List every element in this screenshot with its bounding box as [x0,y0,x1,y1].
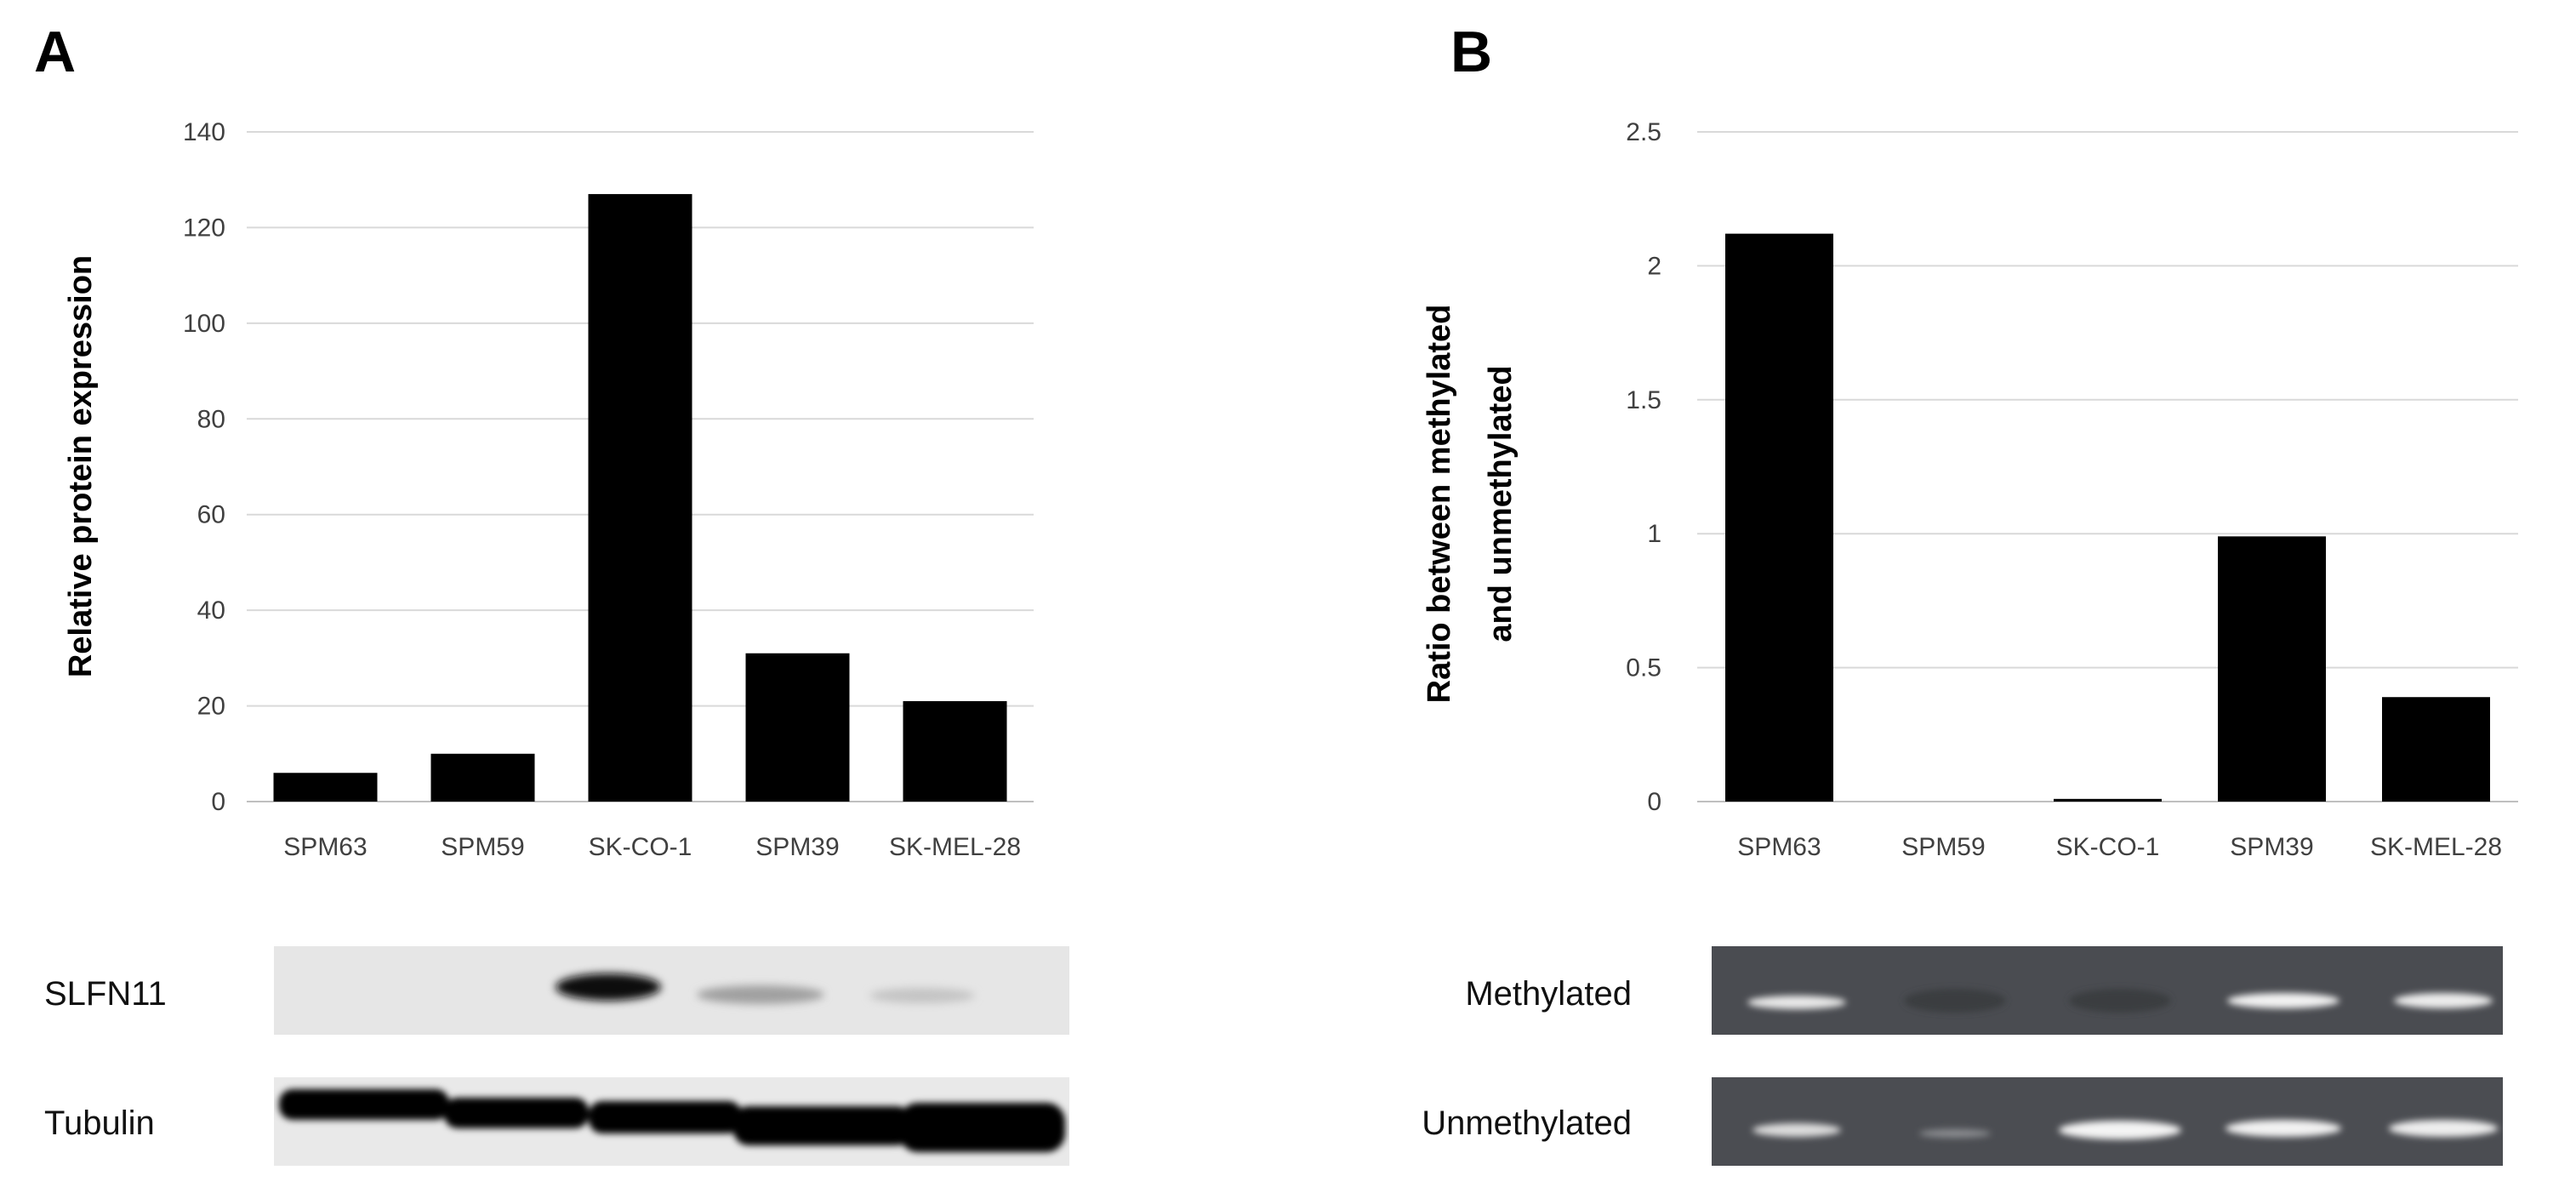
y-axis-title: Relative protein expression [63,255,99,677]
blot-methylated [1712,946,2503,1035]
chart-b: 0 0.5 1 1.5 2 2.5 SPM63 SPM59 SK-CO-1 SPM39 SK-MEL… [1422,118,2518,861]
blot-unmethylated [1712,1077,2503,1166]
y-axis-title: Ratio between methylated and unmethylated [1422,305,1519,704]
panel-b-letter: B [1450,20,1493,84]
y-tick-label: 20 [197,693,225,721]
blot-label-methylated: Methylated [1465,975,1632,1013]
x-tick-label: SK-CO-1 [2056,833,2160,861]
x-tick-label: SK-MEL-28 [889,833,1021,861]
y-axis-title-line: Relative protein expression [63,255,99,677]
blot-slfn11 [274,946,1069,1035]
bar-spm63 [1725,233,1833,802]
x-tick-label: SPM39 [2230,833,2313,861]
x-tick-label: SK-MEL-28 [2370,833,2502,861]
blot-tubulin [274,1077,1069,1166]
y-tick-label: 1 [1647,520,1661,548]
y-tick-label: 60 [197,501,225,529]
x-tick-label: SK-CO-1 [589,833,692,861]
y-tick-label: 80 [197,405,225,433]
bar-sk-mel-28 [903,700,1007,802]
y-tick-label: 0 [1647,788,1661,816]
y-tick-label: 0.5 [1626,654,1661,682]
y-tick-label: 140 [183,118,225,146]
y-tick-label: 2 [1647,252,1661,280]
x-tick-label: SPM39 [755,833,839,861]
y-tick-label: 1.5 [1626,386,1661,414]
blot-label-tubulin: Tubulin [44,1105,155,1142]
y-tick-label: 120 [183,214,225,242]
panel-a-letter: A [34,20,77,84]
y-tick-label: 2.5 [1626,118,1661,146]
bar-sk-mel-28 [2382,697,2490,802]
blot-label-unmethylated: Unmethylated [1422,1105,1632,1142]
bar-spm59 [430,753,535,802]
bar-spm39 [745,653,850,802]
bar-spm63 [273,773,378,802]
y-tick-label: 40 [197,596,225,625]
y-tick-label: 100 [183,310,225,338]
y-tick-label: 0 [211,788,225,816]
x-tick-label: SPM59 [1901,833,1985,861]
chart-a: 0 20 40 60 80 100 120 140 SPM63 SPM59 SK-CO-1 SPM39… [63,118,1034,861]
x-tick-label: SPM63 [1737,833,1821,861]
y-axis-title-line: Ratio between methylated [1422,305,1457,704]
bar-sk-co-1 [2054,798,2162,802]
bar-sk-co-1 [588,194,692,802]
y-axis-title-line: and unmethylated [1483,365,1519,642]
x-tick-label: SPM59 [441,833,524,861]
x-tick-label: SPM63 [283,833,367,861]
blot-label-slfn11: SLFN11 [44,975,167,1013]
bar-spm39 [2218,536,2326,802]
